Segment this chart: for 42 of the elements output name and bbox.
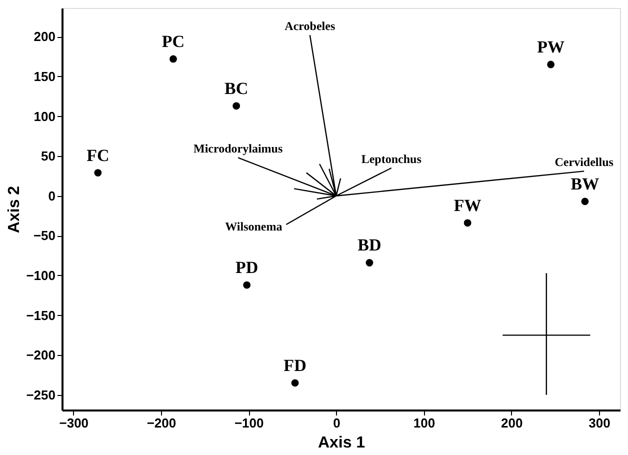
point	[232, 102, 240, 110]
point	[464, 219, 472, 227]
annotation: BW	[570, 174, 600, 194]
y-tick-label: 200	[34, 29, 56, 44]
annotation: BD	[358, 236, 382, 255]
point	[366, 259, 374, 266]
annotation: PD	[235, 258, 258, 278]
y-tick-label: −150	[26, 308, 56, 323]
annotation: Microdorylaimus	[194, 142, 283, 156]
y-tick-label: 50	[41, 148, 56, 164]
x-tick-label: −100	[234, 416, 264, 430]
point	[581, 198, 589, 206]
y-tick-label: −250	[26, 387, 56, 402]
x-tick-label: −200	[146, 416, 176, 430]
y-tick-label: −50	[33, 228, 56, 244]
point	[94, 169, 102, 176]
annotation: Leptonchus	[361, 152, 422, 166]
y-tick-label: 150	[34, 68, 56, 84]
x-axis-title: Axis 1	[318, 434, 366, 452]
point	[291, 379, 299, 387]
annotation: Acrobeles	[284, 19, 336, 34]
point	[170, 55, 177, 63]
point	[243, 281, 251, 289]
point	[547, 60, 555, 68]
y-tick-label: −200	[26, 348, 56, 363]
x-tick-label: 300	[588, 416, 610, 430]
annotation: BC	[224, 78, 248, 98]
y-tick-label: 0	[48, 188, 56, 204]
annotation: FD	[284, 356, 306, 375]
x-tick-label: 100	[413, 416, 436, 430]
annotation: Wilsonema	[225, 220, 282, 234]
x-tick-label: −300	[59, 416, 89, 430]
x-tick-label: 200	[501, 416, 523, 430]
annotation: FC	[86, 146, 110, 165]
annotation: Cervidellus	[554, 155, 614, 170]
annotation: PW	[537, 38, 564, 57]
y-tick-label: 100	[34, 108, 56, 124]
annotation: FW	[454, 196, 482, 215]
x-tick-label: 0	[333, 416, 340, 430]
y-tick-label: −100	[26, 268, 56, 283]
annotation: PC	[162, 32, 185, 51]
y-axis-title: Axis 2	[6, 186, 24, 234]
